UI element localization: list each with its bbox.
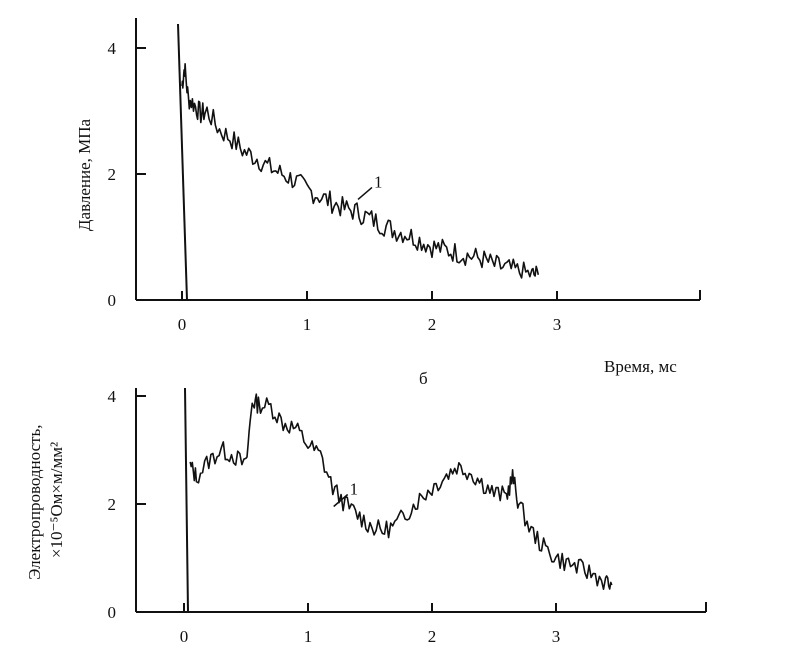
top-x-tick-label: 0 [178, 315, 187, 334]
top-x-tick-label: 2 [428, 315, 437, 334]
top-x-tick-label: 1 [303, 315, 312, 334]
bottom-curve-label-leader [333, 493, 349, 508]
bottom-x-tick-label: 1 [304, 627, 313, 646]
chart-bottom: 0 1 2 3 0 2 4 1 Электропроводность, ×10⁻⁵Ом×м/… [25, 387, 707, 646]
x-axis-label: Время, мс [604, 357, 677, 376]
bottom-x-tick-label: 0 [180, 627, 189, 646]
bottom-y-tick-label: 4 [108, 387, 117, 406]
top-y-tick-label: 0 [108, 291, 117, 310]
bottom-y-tick-label: 0 [108, 603, 117, 622]
top-impulse-line [177, 23, 188, 301]
panel-label-b: б [419, 369, 428, 388]
bottom-x-tick-label: 3 [552, 627, 561, 646]
top-curve-label: 1 [374, 172, 383, 191]
top-curve-label-leader [357, 186, 373, 201]
bottom-y-tick-label: 2 [108, 495, 117, 514]
bottom-y-axis-label: Электропроводность, ×10⁻⁵Ом×м/мм² [25, 420, 66, 580]
top-y-axis-label: Давление, МПа [75, 118, 94, 231]
top-x-tick-label: 3 [553, 315, 562, 334]
bottom-curve-label: 1 [350, 480, 359, 499]
bottom-impulse-line [184, 387, 189, 613]
bottom-x-tick-label: 2 [428, 627, 437, 646]
top-y-tick-label: 2 [108, 165, 117, 184]
top-y-tick-label: 4 [108, 39, 117, 58]
top-series-line-1 [181, 63, 540, 279]
bottom-series-line-1 [189, 393, 613, 590]
chart-top: 0 1 2 3 0 2 4 1 Давление, МПа [75, 18, 701, 334]
